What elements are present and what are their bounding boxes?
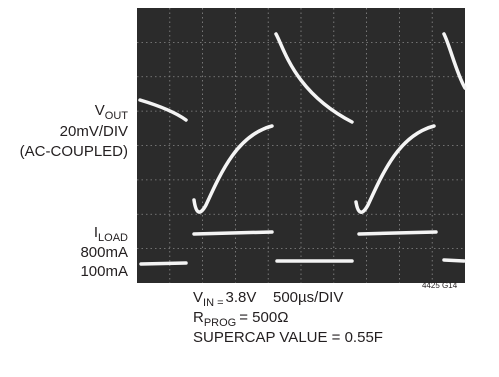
symbol: R <box>193 309 204 326</box>
subscript: OUT <box>105 110 129 122</box>
trace <box>359 232 436 234</box>
trace <box>194 232 272 234</box>
high-level: 800mA <box>80 244 128 261</box>
symbol: V <box>193 289 203 306</box>
timebase: 500µs/DIV <box>273 289 343 306</box>
rprog-condition: RPROG= 500Ω <box>193 309 288 329</box>
figure-id: 4425 G14 <box>422 281 458 290</box>
supercap: SUPERCAP VALUE = 0.55F <box>193 329 383 346</box>
value: = 500Ω <box>239 309 288 326</box>
subscript: PROG <box>204 317 236 329</box>
figure: VOUT 20mV/DIV (AC-COUPLED) ILOAD 800mA 1… <box>0 0 499 377</box>
subscript: LOAD <box>98 232 128 244</box>
vout-label: VOUT <box>95 102 129 122</box>
coupling: (AC-COUPLED) <box>20 143 128 160</box>
subscript: IN = <box>203 297 223 309</box>
iload-label: ILOAD <box>94 224 128 244</box>
value: 3.8V <box>226 289 257 306</box>
trace <box>444 260 464 261</box>
low-level: 100mA <box>80 263 128 280</box>
symbol: V <box>95 102 105 119</box>
trace <box>141 263 186 264</box>
vin-condition: VIN =3.8V <box>193 289 256 309</box>
vout-scale: 20mV/DIV <box>60 123 128 140</box>
